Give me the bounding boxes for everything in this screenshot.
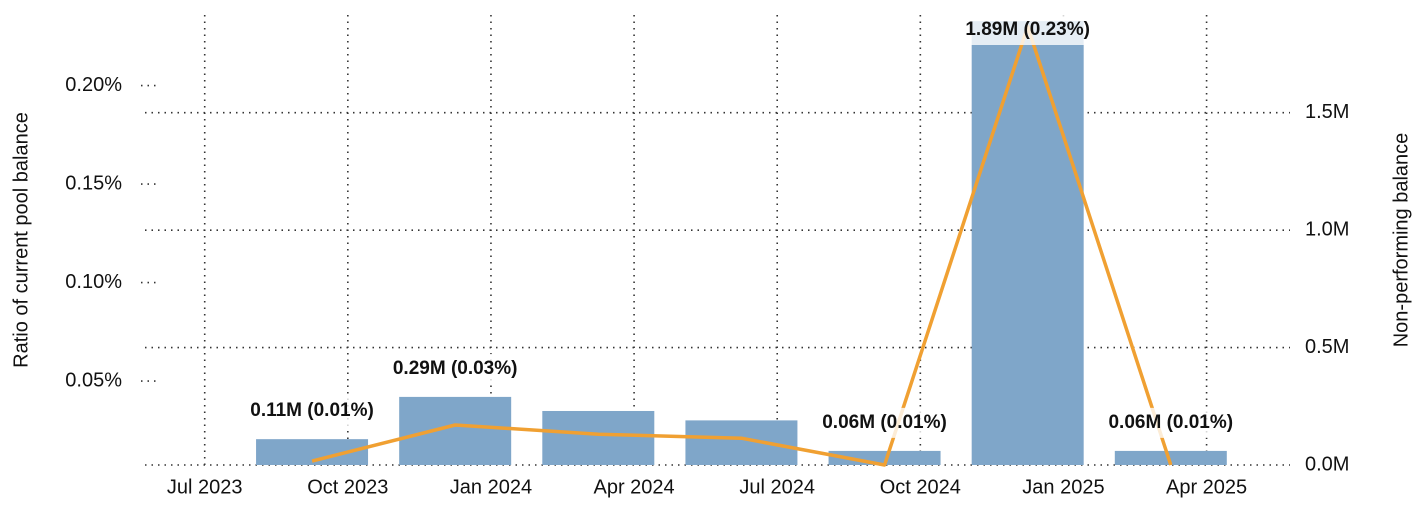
data-label-box <box>373 353 538 384</box>
x-tick-label: Jan 2024 <box>450 476 532 498</box>
y-tick-label: 0.20% <box>65 74 122 96</box>
y-tick-label: 0.10% <box>65 271 122 293</box>
data-label: 0.06M (0.01%) <box>1108 412 1233 433</box>
x-tick-label: Apr 2025 <box>1166 476 1247 498</box>
data-label: 0.11M (0.01%) <box>250 400 374 421</box>
y2-tick-label: 1.0M <box>1305 218 1349 240</box>
data-label-box <box>945 15 1110 45</box>
bar <box>542 410 655 465</box>
y-tick-label: 0.15% <box>65 172 122 194</box>
x-tick-label: Oct 2024 <box>880 476 961 498</box>
data-label-box <box>1088 407 1253 438</box>
x-tick-label: Oct 2023 <box>307 476 388 498</box>
x-tick-label: Apr 2024 <box>593 476 674 498</box>
data-label: 0.06M (0.01%) <box>822 412 947 433</box>
bar <box>399 396 512 465</box>
bar <box>685 420 798 465</box>
y2-tick-label: 0.0M <box>1305 453 1349 475</box>
bar <box>971 21 1084 466</box>
bar <box>1114 450 1227 465</box>
x-tick-label: Jul 2023 <box>167 476 243 498</box>
y2-tick-label: 1.5M <box>1305 101 1349 123</box>
data-label-box <box>802 407 967 438</box>
y-axis-title: Ratio of current pool balance <box>10 112 32 368</box>
x-tick-label: Jan 2025 <box>1022 476 1104 498</box>
y-tick-label: 0.05% <box>65 369 122 391</box>
y2-axis-title: Non-performing balance <box>1390 133 1412 348</box>
y2-tick-label: 0.5M <box>1305 336 1349 358</box>
data-label: 1.89M (0.23%) <box>965 19 1090 40</box>
data-label-box <box>230 396 395 427</box>
data-label: 0.29M (0.03%) <box>393 358 518 379</box>
x-tick-label: Jul 2024 <box>739 476 815 498</box>
